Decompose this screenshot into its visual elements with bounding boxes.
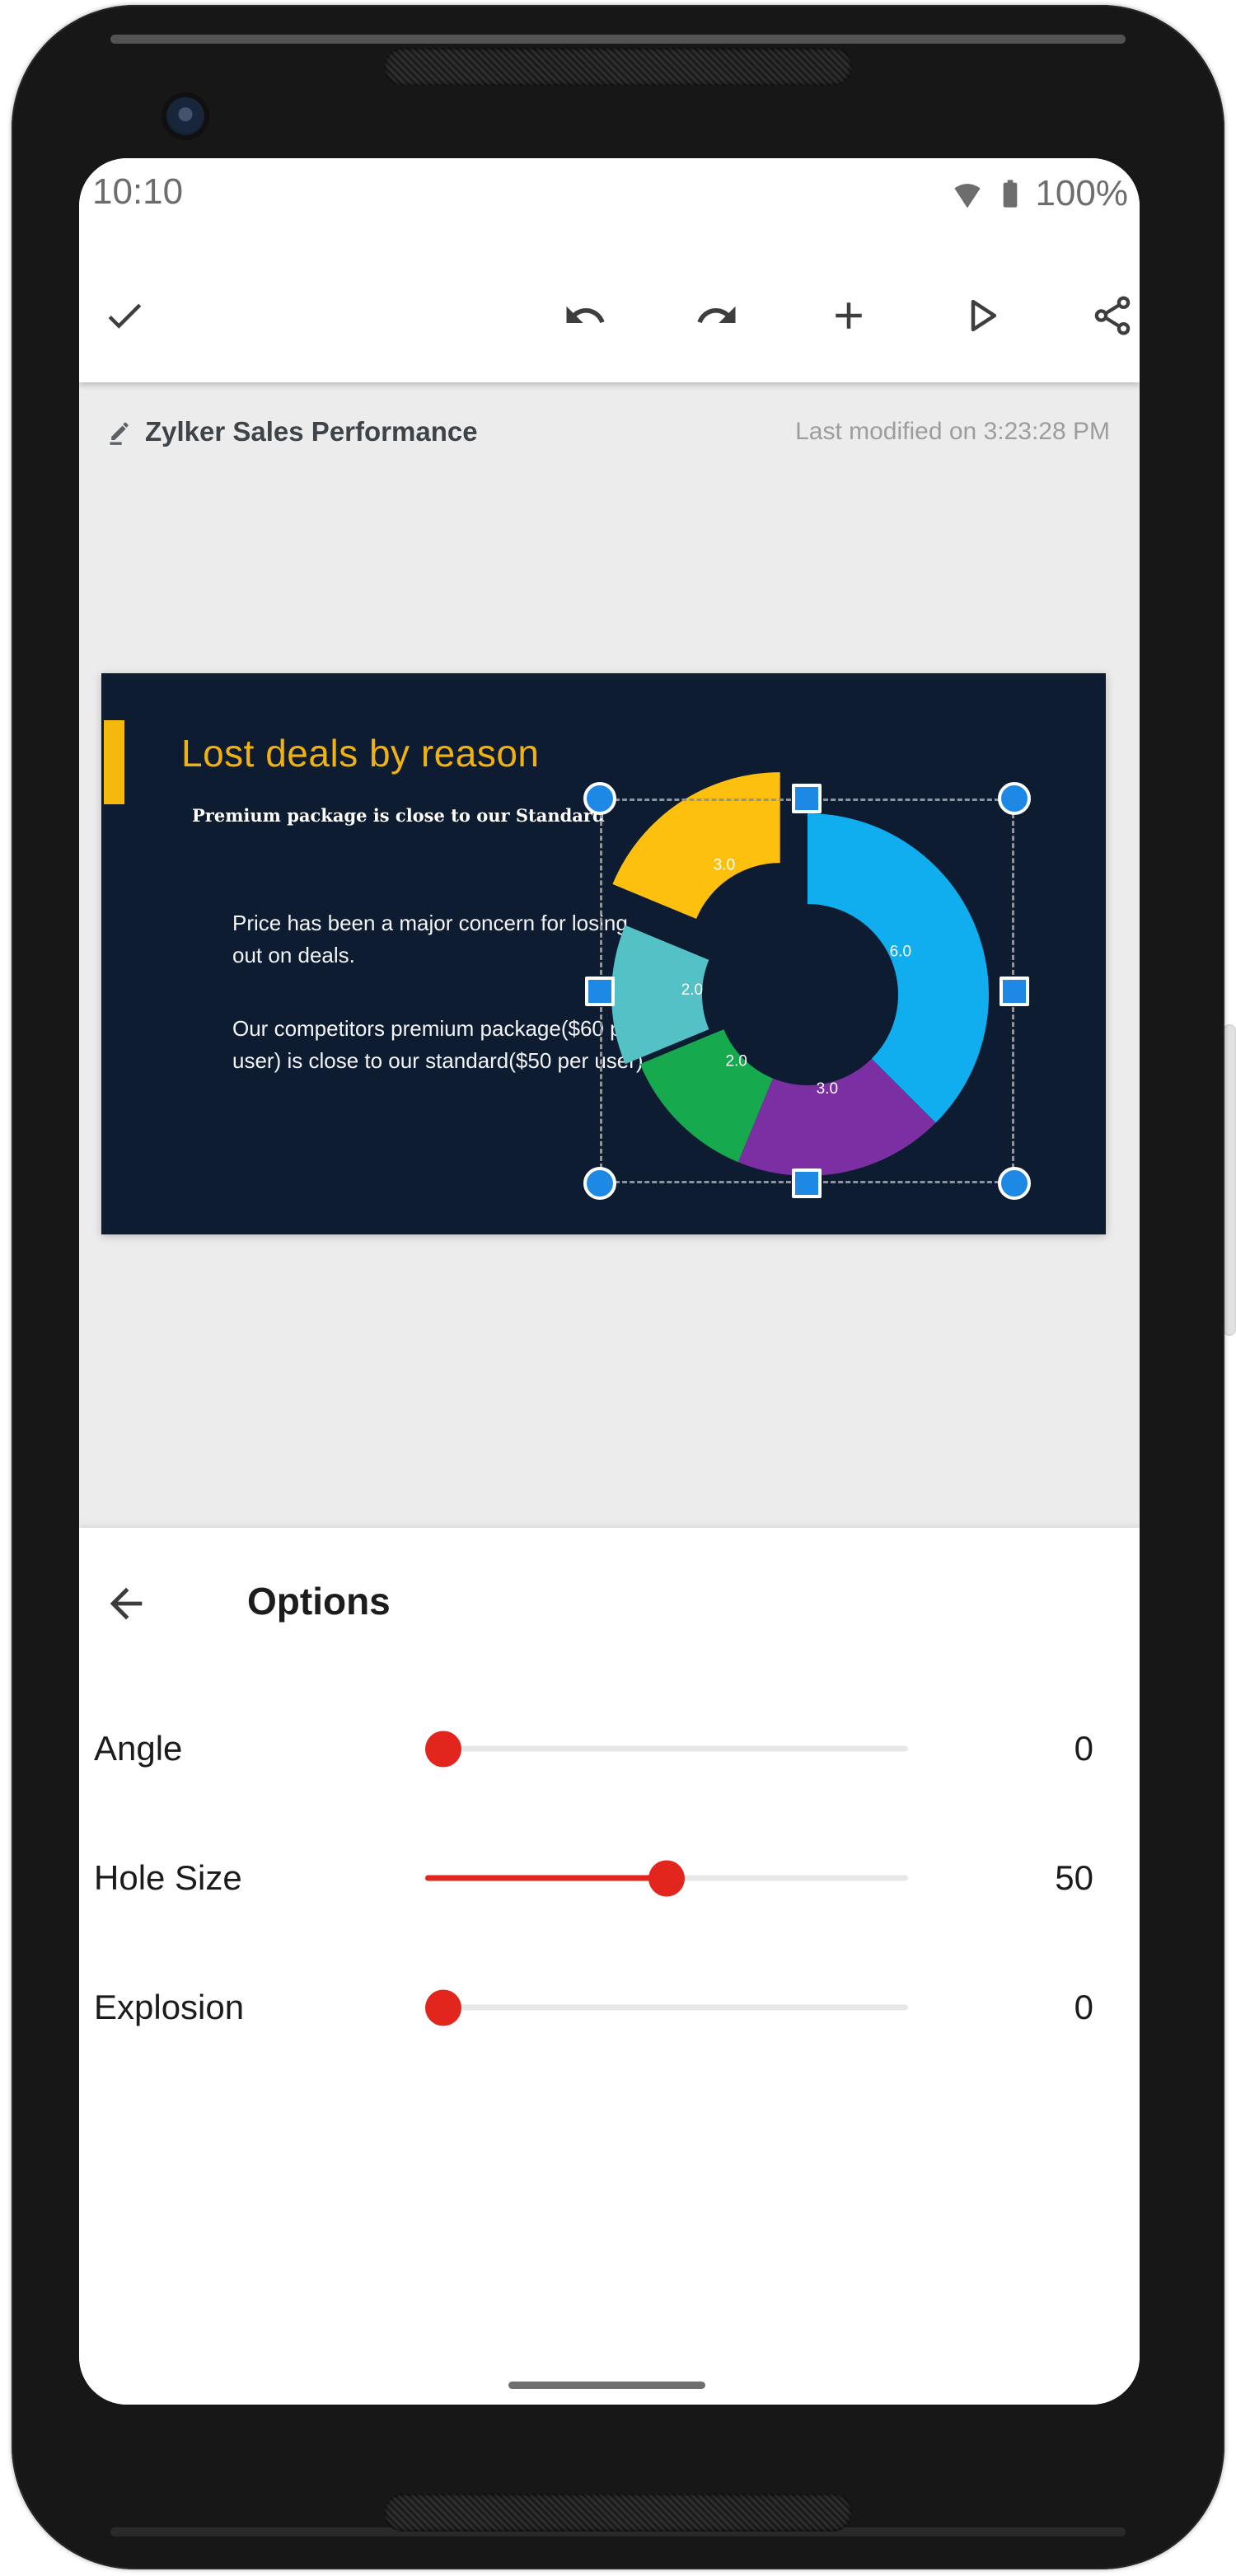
gesture-nav-handle[interactable] bbox=[508, 2382, 705, 2389]
slide-accent-bar bbox=[104, 720, 124, 804]
undo-button[interactable] bbox=[559, 290, 611, 343]
chart-selection-box bbox=[600, 799, 1014, 1183]
document-bar: Zylker Sales Performance Last modified o… bbox=[79, 382, 1140, 481]
hole-size-value: 50 bbox=[1055, 1858, 1093, 1897]
undo-icon bbox=[563, 293, 607, 340]
donut-slice-label: 6.0 bbox=[890, 943, 911, 960]
donut-slice-label: 3.0 bbox=[817, 1080, 838, 1098]
done-button[interactable] bbox=[98, 290, 151, 343]
selection-handle-bottom-right[interactable] bbox=[998, 1167, 1031, 1200]
donut-slice[interactable] bbox=[808, 813, 989, 1123]
selection-handle-top-left[interactable] bbox=[583, 782, 616, 815]
slide-body-line[interactable]: user) is close to our standard($50 per u… bbox=[232, 1048, 649, 1073]
options-panel-title: Options bbox=[247, 1580, 391, 1623]
hole-size-slider-thumb[interactable] bbox=[648, 1860, 685, 1896]
last-modified-text: Last modified on 3:23:28 PM bbox=[795, 418, 1110, 445]
donut-slice[interactable] bbox=[611, 925, 709, 1065]
back-button[interactable] bbox=[102, 1580, 150, 1628]
share-icon bbox=[1090, 293, 1135, 340]
screen: 10:10 100% bbox=[79, 158, 1140, 2405]
donut-slice[interactable] bbox=[612, 772, 780, 920]
bezel-highlight-top bbox=[110, 35, 1126, 44]
donut-chart[interactable]: 6.0 3.0 2.0 2.0 3.0 bbox=[560, 747, 1055, 1234]
explosion-slider-track[interactable] bbox=[425, 1989, 908, 2026]
front-camera bbox=[166, 97, 204, 135]
battery-percent: 100% bbox=[1035, 173, 1128, 213]
play-icon bbox=[958, 293, 1003, 340]
selection-handle-top[interactable] bbox=[792, 784, 822, 813]
document-title: Zylker Sales Performance bbox=[145, 416, 478, 447]
explosion-label: Explosion bbox=[94, 1988, 245, 2026]
status-time: 10:10 bbox=[92, 171, 184, 212]
donut-slice[interactable] bbox=[737, 1058, 936, 1176]
slide-subtitle[interactable]: Premium package is close to our Standard bbox=[192, 805, 605, 826]
plus-icon bbox=[826, 293, 871, 340]
angle-value: 0 bbox=[1074, 1729, 1093, 1768]
wifi-icon bbox=[949, 176, 986, 212]
donut-slice-label: 3.0 bbox=[714, 857, 735, 874]
hole-size-slider-track[interactable] bbox=[425, 1860, 908, 1896]
selection-handle-bottom[interactable] bbox=[792, 1169, 822, 1198]
redo-icon bbox=[695, 293, 739, 340]
app-header: 10:10 100% bbox=[79, 158, 1140, 382]
bezel-highlight-bottom bbox=[110, 2527, 1126, 2536]
phone-frame: 10:10 100% bbox=[12, 5, 1224, 2569]
add-button[interactable] bbox=[822, 290, 875, 343]
explosion-value: 0 bbox=[1074, 1988, 1093, 2026]
angle-label: Angle bbox=[94, 1729, 183, 1768]
explosion-slider-thumb[interactable] bbox=[425, 1989, 461, 2026]
bottom-speaker bbox=[384, 2494, 852, 2532]
back-arrow-icon bbox=[102, 1587, 150, 1630]
angle-slider-thumb[interactable] bbox=[425, 1731, 461, 1767]
explosion-slider-row: Explosion 0 bbox=[79, 1961, 1140, 2054]
slide-body-line[interactable]: out on deals. bbox=[232, 943, 355, 967]
selection-handle-left[interactable] bbox=[585, 977, 615, 1006]
redo-button[interactable] bbox=[691, 290, 743, 343]
status-icons: 100% bbox=[949, 173, 1128, 214]
slide-body-line[interactable]: Price has been a major concern for losin… bbox=[232, 911, 628, 935]
angle-slider-track[interactable] bbox=[425, 1731, 908, 1767]
edit-pencil-icon bbox=[104, 415, 137, 448]
hole-size-slider-row: Hole Size 50 bbox=[79, 1832, 1140, 1924]
angle-slider-row: Angle 0 bbox=[79, 1703, 1140, 1795]
selection-handle-right[interactable] bbox=[1000, 977, 1029, 1006]
share-button[interactable] bbox=[1086, 290, 1139, 343]
slide-title[interactable]: Lost deals by reason bbox=[181, 732, 540, 775]
slide-body-line[interactable]: Our competitors premium package($60 per bbox=[232, 1016, 641, 1041]
options-panel: Options Angle 0 Hole Size 50 Explosion bbox=[79, 1528, 1140, 2405]
hole-size-label: Hole Size bbox=[94, 1858, 242, 1897]
selection-handle-top-right[interactable] bbox=[998, 782, 1031, 815]
earpiece-speaker bbox=[384, 48, 852, 86]
donut-slice-label: 2.0 bbox=[681, 981, 703, 999]
check-icon bbox=[102, 293, 147, 340]
present-button[interactable] bbox=[954, 290, 1007, 343]
donut-slice[interactable] bbox=[639, 1029, 773, 1163]
battery-full-icon bbox=[994, 176, 1027, 212]
hole-size-slider-fill bbox=[425, 1875, 667, 1881]
donut-slice-label: 2.0 bbox=[725, 1052, 747, 1070]
slide-canvas[interactable]: Lost deals by reason Premium package is … bbox=[101, 673, 1106, 1234]
selection-handle-bottom-left[interactable] bbox=[583, 1167, 616, 1200]
power-button[interactable] bbox=[1223, 1024, 1236, 1336]
